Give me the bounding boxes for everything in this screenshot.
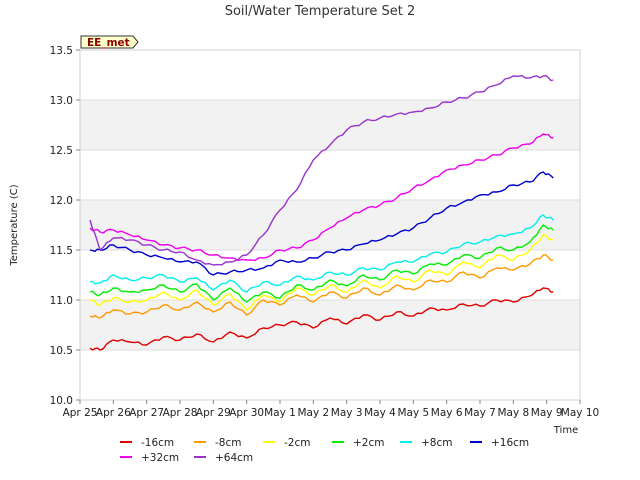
legend-label: +2cm bbox=[353, 437, 384, 449]
y-axis-ticks: 10.0 10.5 11.0 11.5 12.0 12.5 13.0 13.5 bbox=[50, 45, 80, 407]
legend-label: +16cm bbox=[491, 437, 529, 449]
y-tick-label: 13.5 bbox=[50, 45, 73, 57]
series-line-+2cm bbox=[89, 224, 554, 303]
background-band bbox=[80, 350, 580, 400]
station-badge-shape bbox=[80, 35, 139, 49]
legend-label: -2cm bbox=[284, 437, 310, 449]
y-tick-label: 12.5 bbox=[50, 145, 73, 157]
series-line--2cm bbox=[89, 234, 554, 311]
series-line--16cm bbox=[89, 287, 554, 351]
y-tick-label: 11.5 bbox=[50, 245, 73, 257]
y-tick-label: 13.0 bbox=[50, 95, 73, 107]
y-tick-label: 12.0 bbox=[50, 195, 73, 207]
x-tick-label: May 3 bbox=[331, 407, 363, 419]
background-band bbox=[80, 150, 580, 200]
series-line-+8cm bbox=[89, 214, 554, 293]
background-band bbox=[80, 200, 580, 250]
series-line-+16cm bbox=[89, 171, 554, 276]
plot-background-bands bbox=[80, 50, 580, 400]
x-tick-label: Apr 27 bbox=[129, 407, 164, 419]
x-tick-label: May 4 bbox=[364, 407, 396, 419]
legend-label: -16cm bbox=[141, 437, 174, 449]
y-axis-label: Temperature (C) bbox=[9, 184, 20, 266]
x-tick-label: Apr 26 bbox=[96, 407, 131, 419]
chart-title: Soil/Water Temperature Set 2 bbox=[225, 4, 416, 19]
y-tick-label: 10.5 bbox=[50, 345, 73, 357]
x-tick-label: Apr 25 bbox=[63, 407, 98, 419]
legend-label: +8cm bbox=[421, 437, 452, 449]
legend-label: +64cm bbox=[215, 452, 253, 464]
x-tick-label: May 2 bbox=[297, 407, 329, 419]
series-layer bbox=[89, 74, 554, 351]
x-tick-label: May 10 bbox=[561, 407, 599, 419]
series-line-+32cm bbox=[89, 133, 554, 262]
legend-label: +32cm bbox=[141, 452, 179, 464]
plot-frame bbox=[79, 49, 581, 401]
x-tick-label: May 8 bbox=[497, 407, 529, 419]
background-band bbox=[80, 50, 580, 100]
x-tick-label: Apr 28 bbox=[163, 407, 198, 419]
series-line-+64cm bbox=[89, 74, 554, 266]
x-tick-label: Apr 29 bbox=[196, 407, 231, 419]
series-line--8cm bbox=[89, 254, 554, 319]
x-tick-label: May 9 bbox=[531, 407, 563, 419]
legend: -16cm -8cm -2cm +2cm +8cm +16cm +32cm +64cm bbox=[120, 437, 529, 464]
background-band bbox=[80, 100, 580, 150]
x-tick-label: Apr 30 bbox=[229, 407, 264, 419]
y-tick-label: 11.0 bbox=[50, 295, 73, 307]
x-tick-label: May 1 bbox=[264, 407, 296, 419]
x-tick-label: May 6 bbox=[431, 407, 463, 419]
x-tick-label: May 5 bbox=[397, 407, 429, 419]
y-tick-label: 10.0 bbox=[50, 395, 73, 407]
station-badge-label: EE_met bbox=[87, 37, 130, 49]
x-tick-label: May 7 bbox=[464, 407, 496, 419]
x-axis-label: Time bbox=[553, 425, 578, 436]
background-band bbox=[80, 300, 580, 350]
legend-label: -8cm bbox=[215, 437, 241, 449]
station-badge: EE_met bbox=[80, 35, 139, 49]
